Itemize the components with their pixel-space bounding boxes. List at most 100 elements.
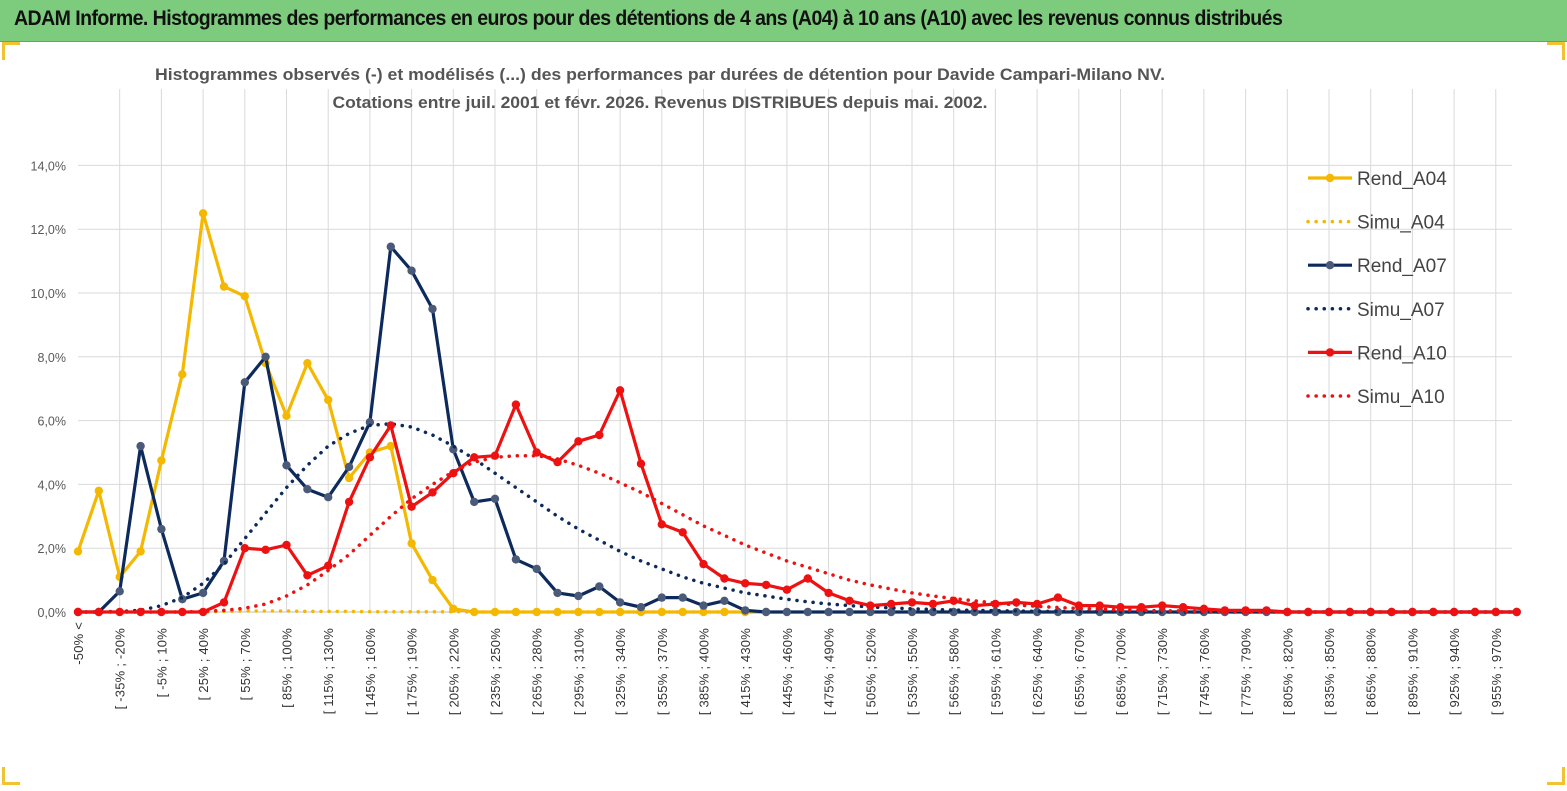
- data-point-rend_a04: [532, 607, 541, 617]
- legend-label-simu_a10: Simu_A10: [1357, 387, 1445, 408]
- x-tick-label: [ 925% ; 940%: [1447, 628, 1462, 715]
- y-tick-label: 0,0%: [38, 606, 67, 620]
- frame-corner-mark: [1562, 42, 1565, 60]
- x-tick-label: -50% <: [71, 622, 86, 665]
- chart-frame: [0, 42, 1567, 791]
- data-point-rend_a07: [803, 607, 812, 617]
- data-point-rend_a10: [782, 585, 792, 594]
- plot-area: [73, 209, 1521, 617]
- data-point-rend_a07: [490, 494, 500, 503]
- data-point-rend_a07: [324, 493, 333, 502]
- data-point-rend_a10: [1366, 607, 1375, 617]
- data-point-rend_a07: [636, 603, 646, 612]
- x-tick-label: [ 775% ; 790%: [1239, 628, 1254, 715]
- data-point-rend_a10: [157, 607, 166, 617]
- data-point-rend_a10: [907, 598, 917, 607]
- legend-label-rend_a04: Rend_A04: [1357, 169, 1447, 190]
- data-point-rend_a04: [407, 539, 416, 548]
- chart-grid: [78, 89, 1512, 612]
- y-tick-label: 14,0%: [31, 159, 66, 173]
- data-point-rend_a10: [1429, 607, 1438, 617]
- data-point-rend_a10: [198, 607, 208, 617]
- data-point-rend_a07: [824, 607, 833, 617]
- data-point-rend_a10: [657, 520, 666, 529]
- data-point-rend_a07: [136, 441, 145, 451]
- data-point-rend_a07: [761, 607, 771, 617]
- data-point-rend_a10: [344, 497, 354, 507]
- data-point-rend_a10: [824, 588, 833, 598]
- x-axis: -50% < [ -35% ; -20% [ -5% ; 10% [ 25% ; 40…: [71, 611, 1512, 715]
- chart-title-line2: Cotations entre juil. 2001 et févr. 2026…: [333, 94, 988, 112]
- data-point-rend_a10: [761, 580, 771, 590]
- data-point-rend_a04: [178, 370, 187, 379]
- data-point-rend_a07: [678, 593, 687, 602]
- x-tick-label: [ 505% ; 520%: [863, 628, 878, 715]
- data-point-rend_a04: [678, 607, 687, 617]
- data-point-rend_a04: [324, 395, 333, 405]
- data-point-rend_a10: [303, 571, 312, 580]
- x-tick-label: [ 955% ; 970%: [1489, 628, 1504, 715]
- data-point-rend_a04: [595, 607, 604, 617]
- data-point-rend_a10: [136, 607, 145, 617]
- data-point-rend_a10: [803, 574, 812, 583]
- chart-title-line1: Histogrammes observés (-) et modélisés (…: [155, 66, 1165, 84]
- data-point-rend_a10: [511, 400, 521, 409]
- report-title: ADAM Informe. Histogrammes des performan…: [14, 7, 1283, 30]
- data-point-rend_a04: [240, 292, 249, 301]
- x-tick-label: [ 55% ; 70%: [238, 628, 253, 701]
- data-point-rend_a10: [699, 559, 708, 569]
- data-point-rend_a04: [198, 209, 208, 218]
- y-axis: 0,0% 2,0% 4,0% 6,0% 8,0% 10,0% 12,0% 14,0%: [31, 159, 66, 620]
- data-point-rend_a10: [407, 502, 416, 511]
- data-point-rend_a10: [970, 601, 979, 610]
- x-tick-label: [ -5% ; 10%: [154, 628, 169, 698]
- x-tick-label: [ 205% ; 220%: [446, 628, 461, 715]
- x-tick-label: [ 715% ; 730%: [1155, 628, 1170, 715]
- data-point-rend_a04: [490, 607, 500, 617]
- x-tick-label: [ 145% ; 160%: [363, 628, 378, 715]
- data-point-rend_a07: [407, 266, 416, 275]
- x-tick-label: [ 565% ; 580%: [947, 628, 962, 715]
- x-tick-label: [ 235% ; 250%: [488, 628, 503, 715]
- data-point-rend_a07: [282, 461, 291, 470]
- legend-label-simu_a07: Simu_A07: [1357, 300, 1445, 321]
- x-tick-label: [ 25% ; 40%: [196, 628, 211, 701]
- frame-corner-mark: [2, 42, 20, 45]
- frame-corner-mark: [1547, 42, 1565, 45]
- data-point-rend_a10: [386, 421, 395, 430]
- data-point-rend_a07: [240, 378, 249, 387]
- data-point-rend_a07: [386, 242, 395, 251]
- data-point-rend_a07: [615, 598, 625, 607]
- frame-corner-mark: [1562, 767, 1565, 785]
- x-tick-label: [ 355% ; 370%: [655, 628, 670, 715]
- data-point-rend_a10: [1012, 598, 1021, 607]
- data-point-rend_a04: [428, 575, 437, 585]
- data-point-rend_a07: [511, 555, 521, 564]
- data-point-rend_a07: [595, 582, 604, 591]
- data-point-rend_a07: [574, 591, 583, 601]
- x-tick-label: [ 625% ; 640%: [1030, 628, 1045, 715]
- y-tick-label: 4,0%: [38, 478, 67, 492]
- data-point-rend_a10: [1324, 607, 1334, 617]
- data-point-rend_a07: [198, 588, 208, 598]
- data-point-rend_a10: [553, 457, 562, 467]
- data-point-rend_a07: [303, 485, 312, 494]
- y-tick-label: 6,0%: [38, 415, 67, 429]
- data-point-rend_a10: [470, 453, 479, 462]
- series-line-rend_a04: [76, 211, 767, 614]
- data-point-rend_a07: [991, 607, 1000, 617]
- data-point-rend_a10: [365, 453, 375, 462]
- x-tick-label: [ 595% ; 610%: [988, 628, 1003, 715]
- frame-corner-mark: [1547, 782, 1565, 785]
- data-point-rend_a10: [94, 607, 104, 617]
- data-point-rend_a04: [303, 359, 312, 368]
- data-point-rend_a07: [741, 606, 750, 615]
- x-tick-label: [ 415% ; 430%: [738, 628, 753, 715]
- data-point-rend_a10: [240, 544, 249, 553]
- data-point-rend_a07: [532, 564, 541, 574]
- frame-corner-mark: [2, 42, 5, 60]
- data-point-rend_a10: [887, 599, 896, 609]
- chart-legend: Rend_A04 Simu_A04 Rend_A07 Simu_A07 Rend_A10…: [1306, 169, 1447, 408]
- legend-label-rend_a07: Rend_A07: [1357, 256, 1447, 277]
